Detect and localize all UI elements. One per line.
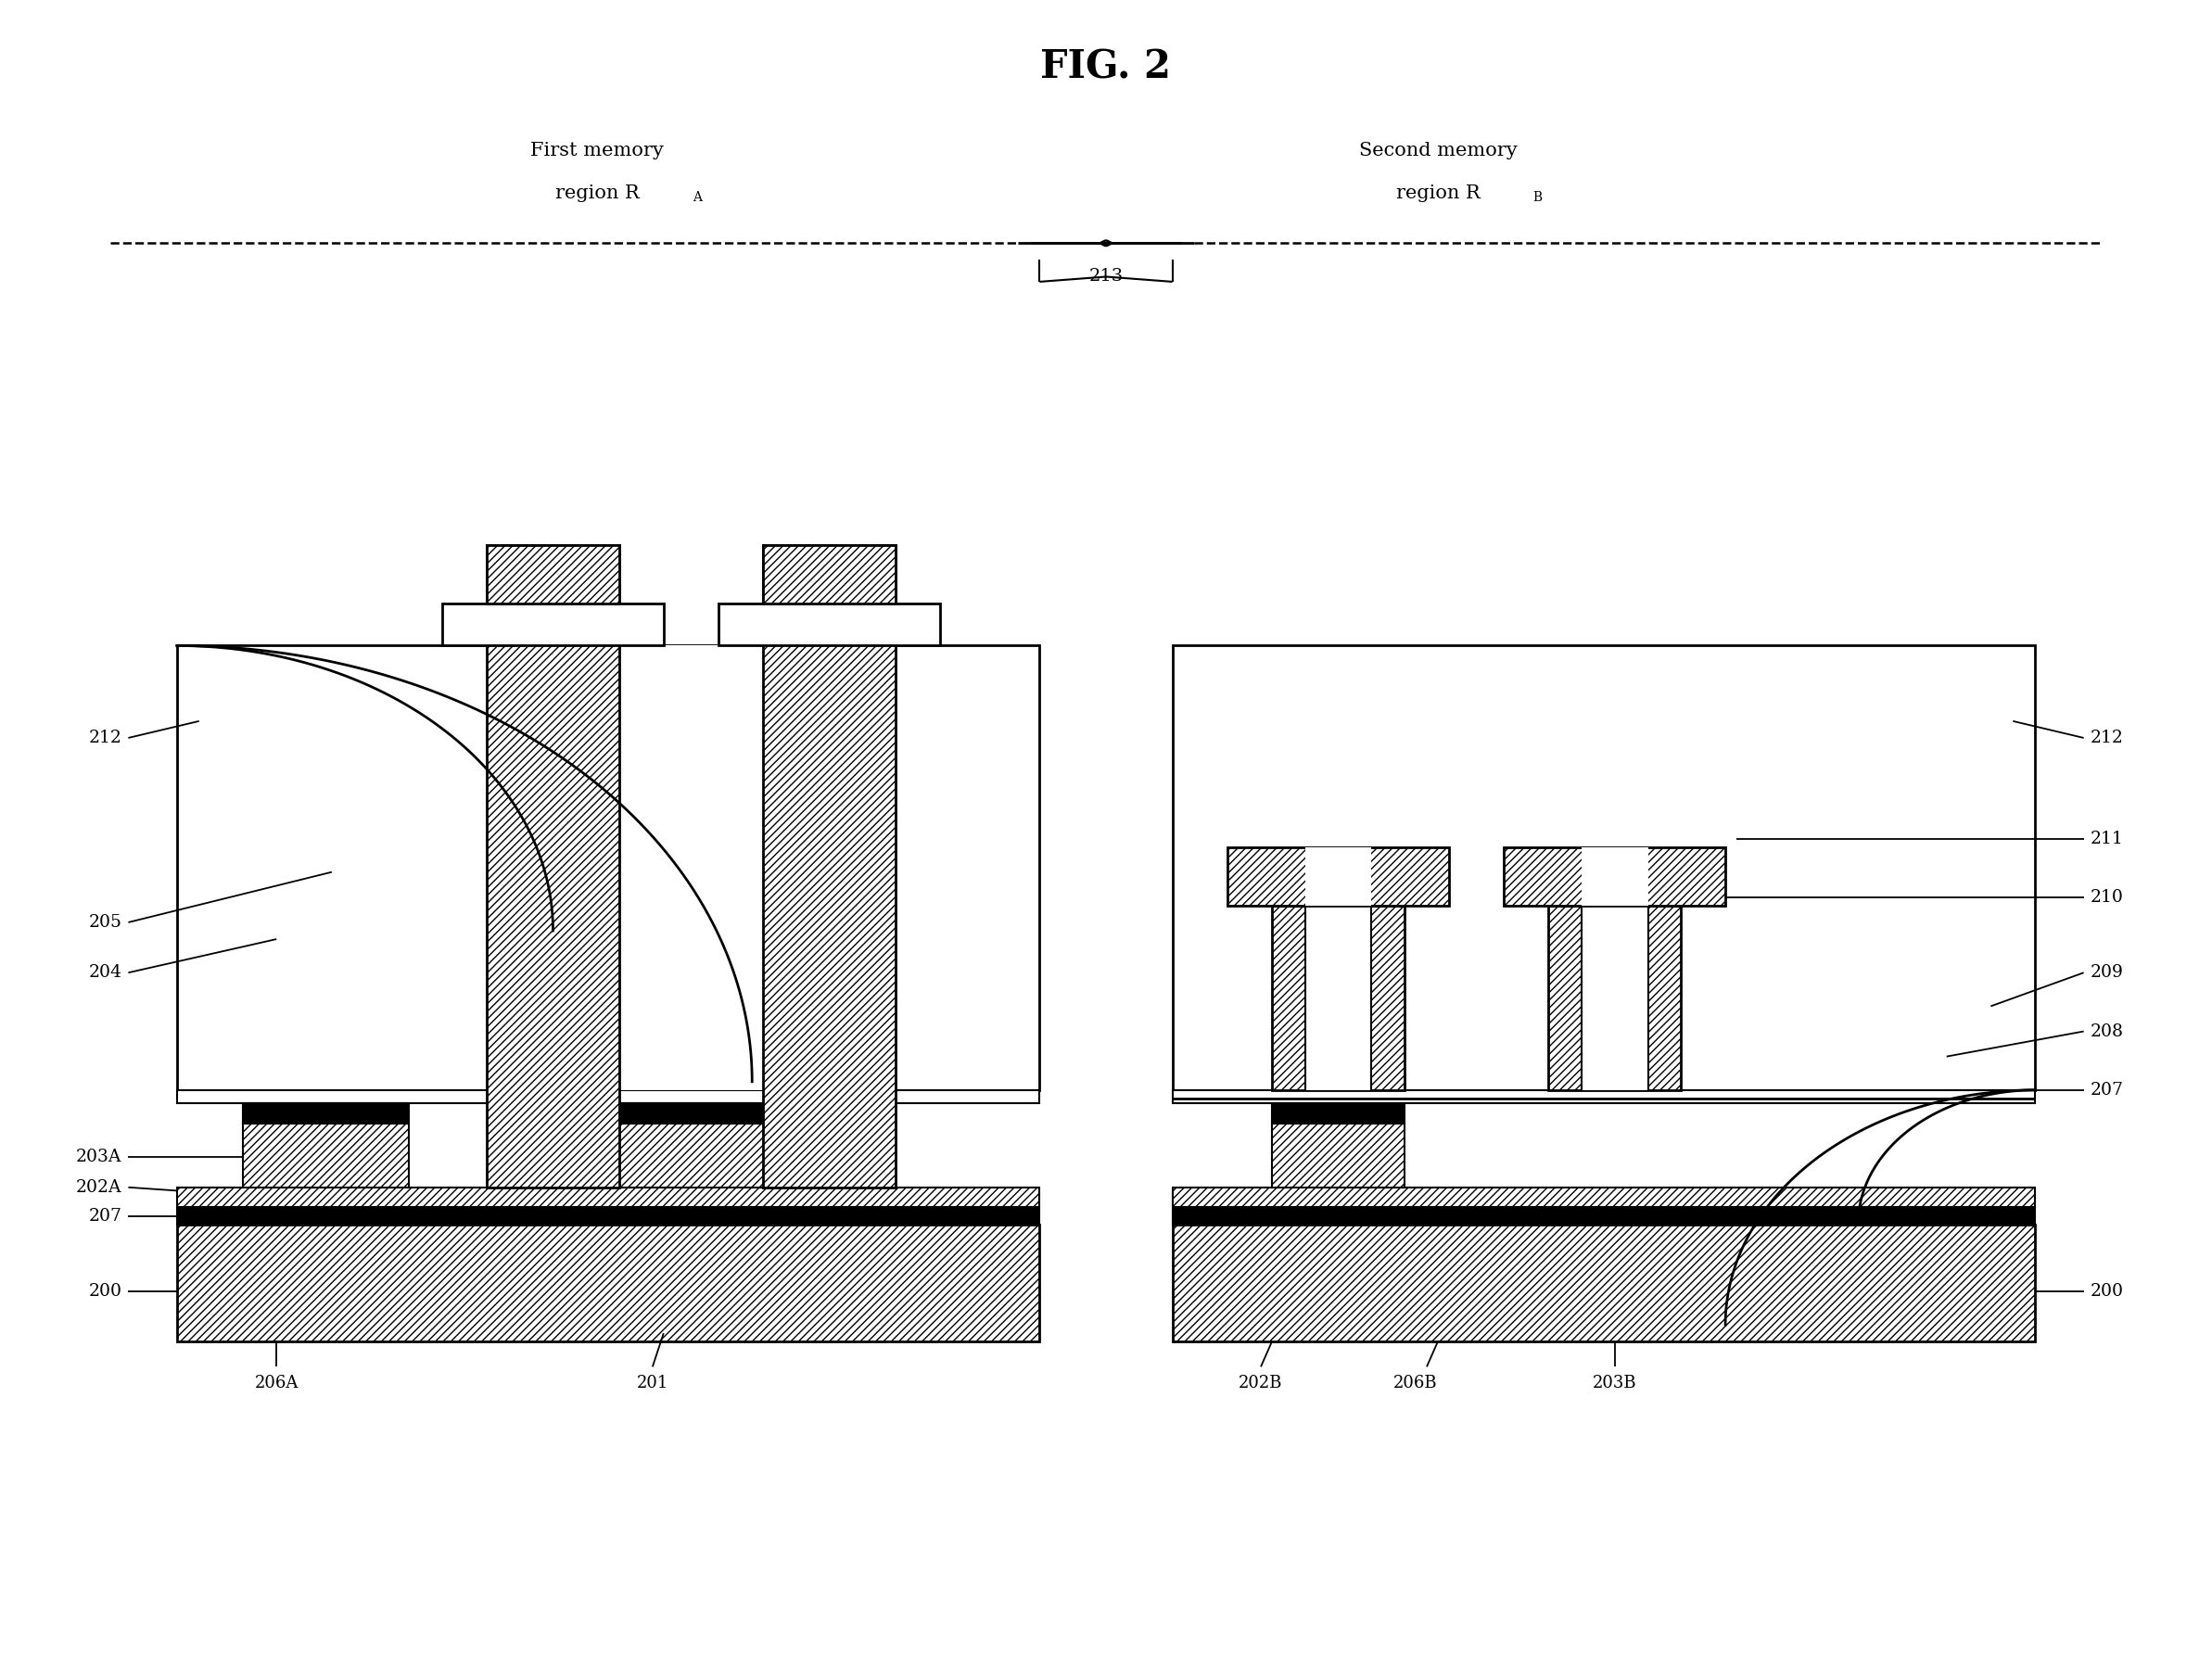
Bar [1172, 1090, 2035, 1103]
Bar [1172, 1207, 2035, 1224]
Text: 200: 200 [88, 1283, 122, 1300]
Text: 202A: 202A [75, 1179, 122, 1196]
Text: 201: 201 [637, 1375, 668, 1392]
Text: region R: region R [1396, 184, 1480, 201]
Bar [1272, 1124, 1405, 1187]
Bar [597, 1103, 774, 1124]
Bar [442, 604, 664, 646]
Text: 209: 209 [2090, 964, 2124, 981]
Text: region R: region R [555, 184, 639, 201]
Text: 204: 204 [88, 964, 122, 981]
Bar [1172, 646, 2035, 1090]
Bar [177, 1207, 1040, 1224]
Bar [1228, 847, 1449, 906]
Bar [1582, 906, 1648, 1090]
Text: 203A: 203A [75, 1149, 122, 1166]
Text: 206A: 206A [254, 1375, 299, 1392]
Bar [487, 545, 619, 1187]
Bar [1272, 1103, 1405, 1124]
Bar [243, 1103, 409, 1124]
Bar [719, 604, 940, 646]
Text: 202B: 202B [1239, 1375, 1283, 1392]
Text: 213: 213 [1088, 268, 1124, 285]
Text: A: A [692, 191, 701, 205]
Bar [1305, 906, 1371, 1090]
Bar [1172, 1224, 2035, 1342]
Bar [243, 1124, 409, 1187]
Bar [1582, 847, 1648, 906]
Text: 207: 207 [2090, 1082, 2124, 1098]
Text: B: B [1533, 191, 1542, 205]
Text: 200: 200 [2090, 1283, 2124, 1300]
Bar [177, 1090, 1040, 1103]
Bar [177, 1187, 1040, 1207]
Text: 212: 212 [88, 729, 122, 746]
Bar [1504, 847, 1725, 906]
Bar [763, 545, 896, 604]
Text: 206B: 206B [1394, 1375, 1438, 1392]
Bar [619, 646, 763, 1090]
Text: 208: 208 [2090, 1023, 2124, 1040]
Text: 212: 212 [2090, 729, 2124, 746]
Bar [1305, 847, 1371, 906]
Text: 205: 205 [88, 914, 122, 931]
Bar [1548, 906, 1681, 1090]
Text: FIG. 2: FIG. 2 [1040, 47, 1172, 87]
Text: Second memory: Second memory [1358, 143, 1517, 159]
Bar [597, 1124, 774, 1187]
Bar [487, 545, 619, 604]
Text: 210: 210 [2090, 889, 2124, 906]
Text: 207: 207 [88, 1207, 122, 1224]
Bar [177, 1224, 1040, 1342]
Text: 203B: 203B [1593, 1375, 1637, 1392]
Bar [177, 646, 1040, 1090]
Text: First memory: First memory [531, 143, 664, 159]
Text: 211: 211 [2090, 830, 2124, 847]
Bar [1172, 1187, 2035, 1207]
Bar [763, 545, 896, 1187]
Bar [1272, 906, 1405, 1090]
